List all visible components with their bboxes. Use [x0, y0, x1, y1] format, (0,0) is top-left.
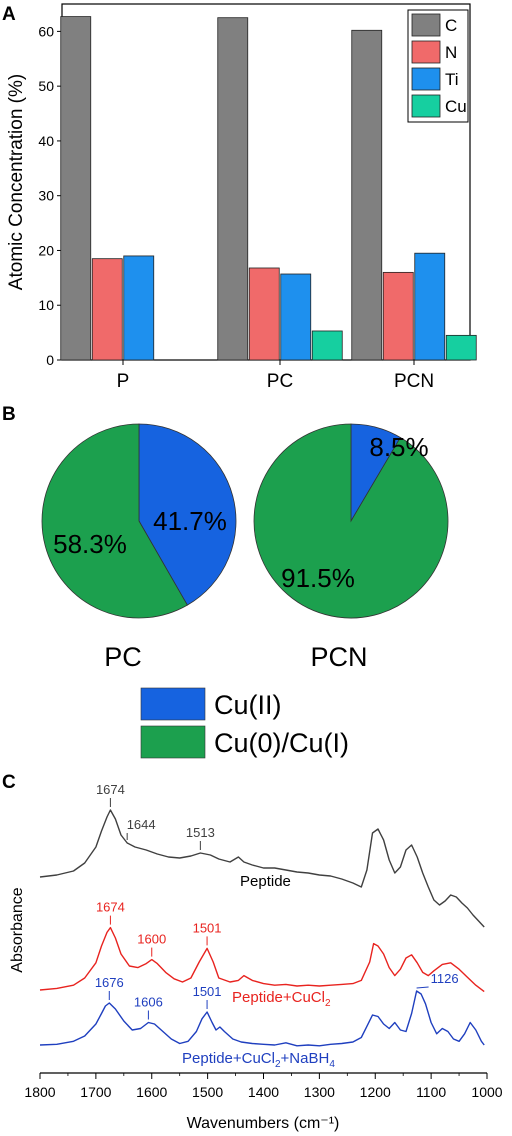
bar-y-tick-label: 10: [38, 297, 54, 313]
ftir-peak-label: 1501: [193, 920, 222, 935]
pie-chart-pc: 41.7% 58.3%: [41, 423, 237, 619]
bar-ti-p: [123, 255, 155, 361]
bar-y-tick-label: 60: [38, 23, 54, 39]
pie-pcn-slice-label-0: 8.5%: [369, 432, 428, 462]
bar-legend: CN Ti Cu: [407, 9, 469, 123]
bar-legend-label-c: C: [445, 16, 457, 35]
bar-legend-label-n: N: [445, 43, 457, 62]
pie-pc-slice-0: [138, 423, 237, 606]
panel-b-letter: B: [2, 404, 16, 425]
ftir-peak-label: 1644: [127, 817, 156, 832]
ftir-peak-label: 1513: [186, 825, 215, 840]
ftir-chart: 1800 1700 1600 1500 1400 1300 1200 1100 1000 167…: [9, 782, 503, 1132]
ftir-peak-label: 1676: [95, 975, 124, 990]
bar-x-tick-label: P: [117, 371, 130, 392]
ftir-x-tick-label: 1400: [248, 1084, 279, 1100]
bar-legend-swatch-c: [411, 13, 441, 37]
bar-n-pc: [248, 267, 280, 361]
ftir-peak-labels: 1674 1644 1513 1674 1600 1501 1676 1606 1501 1126: [95, 782, 459, 1020]
bar-c-p: [60, 16, 92, 361]
pie-legend: Cu(II) Cu(0)/Cu(I): [140, 687, 349, 759]
bar-x-axis: P PC PCN: [117, 360, 434, 392]
ftir-x-tick-label: 1800: [24, 1084, 55, 1100]
ftir-x-tick-label: 1700: [80, 1084, 111, 1100]
pie-pcn-slice-label-1: 91.5%: [281, 563, 355, 593]
ftir-peak-label: 1600: [137, 932, 166, 947]
pie-legend-label-1: Cu(0)/Cu(I): [214, 728, 349, 758]
ftir-x-tick-label: 1200: [360, 1084, 391, 1100]
pie-pc-slice-1: [41, 423, 188, 619]
ftir-peak-label: 1674: [96, 900, 125, 915]
bar-legend-swatch-ti: [411, 67, 441, 91]
bar-chart: 0 10 20 30 40 50 60 P PC PCN Atomic Concentratio…: [6, 3, 477, 392]
bar-y-tick-label: 0: [46, 352, 54, 368]
ftir-x-tick-label: 1000: [471, 1084, 502, 1100]
ftir-x-tick-label: 1600: [136, 1084, 167, 1100]
pie-pc-label: PC: [104, 642, 142, 672]
bar-y-tick-label: 50: [38, 78, 54, 94]
ftir-peak-label: 1606: [134, 995, 163, 1010]
series-label-peptide-cucl2-nabh4: Peptide+CuCl2+NaBH4: [182, 1050, 335, 1070]
ftir-peak-label: 1126: [431, 971, 459, 986]
pie-legend-swatch-1: [140, 725, 206, 759]
bar-y-tick-label: 20: [38, 242, 54, 258]
series-label-peptide: Peptide: [240, 873, 291, 890]
panel-a-letter: A: [2, 4, 16, 25]
ftir-line-peptide-cucl2: [39, 926, 485, 993]
bar-n-p: [91, 258, 123, 361]
ftir-peak-label: 1674: [96, 782, 125, 797]
bar-y-axis-label: Atomic Concentration (%): [6, 74, 27, 290]
pie-pc-slice-label-0: 41.7%: [153, 506, 227, 536]
bar-cu-pc: [311, 330, 343, 361]
bar-legend-label-ti: Ti: [445, 70, 459, 89]
ftir-peak-label: 1501: [193, 984, 222, 999]
ftir-x-axis-label: Wavenumbers (cm⁻¹): [187, 1115, 340, 1132]
bar-cu-pcn: [445, 334, 477, 361]
pie-legend-swatch-0: [140, 687, 206, 721]
bar-c-pc: [217, 17, 249, 361]
bar-legend-swatch-cu: [411, 94, 441, 118]
ftir-x-axis: 1800 1700 1600 1500 1400 1300 1200 1100 1000: [24, 1073, 503, 1100]
pie-pcn-label: PCN: [310, 642, 367, 672]
pie-pc-slice-label-1: 58.3%: [53, 529, 127, 559]
panel-c-letter: C: [2, 772, 16, 793]
ftir-x-tick-label: 1300: [304, 1084, 335, 1100]
bar-c-pcn: [351, 29, 383, 361]
ftir-y-axis-label: Absorbance: [9, 887, 26, 972]
bar-y-tick-label: 40: [38, 133, 54, 149]
bar-legend-swatch-n: [411, 40, 441, 64]
pie-pcn-slice-1: [253, 423, 449, 619]
ftir-line-peptide-cucl2-nabh4: [39, 990, 485, 1047]
bar-y-axis: 0 10 20 30 40 50 60: [38, 23, 62, 368]
ftir-x-tick-label: 1100: [416, 1084, 446, 1100]
ftir-lines: [39, 809, 485, 1047]
bar-ti-pc: [280, 273, 312, 361]
bar-x-tick-label: PC: [267, 371, 293, 392]
bar-y-tick-label: 30: [38, 188, 54, 204]
ftir-line-peptide: [39, 809, 485, 928]
pie-legend-label-0: Cu(II): [214, 690, 282, 720]
bar-legend-label-cu: Cu: [445, 97, 467, 116]
ftir-peak-marker: [416, 986, 429, 989]
series-label-peptide-cucl2: Peptide+CuCl2: [232, 989, 331, 1009]
bar-ti-pcn: [414, 252, 446, 361]
bar-n-pcn: [382, 271, 414, 361]
pie-chart-pcn: 8.5% 91.5%: [253, 423, 449, 619]
ftir-x-tick-label: 1500: [192, 1084, 223, 1100]
bar-x-tick-label: PCN: [394, 371, 434, 392]
bar-marks: [60, 16, 477, 361]
